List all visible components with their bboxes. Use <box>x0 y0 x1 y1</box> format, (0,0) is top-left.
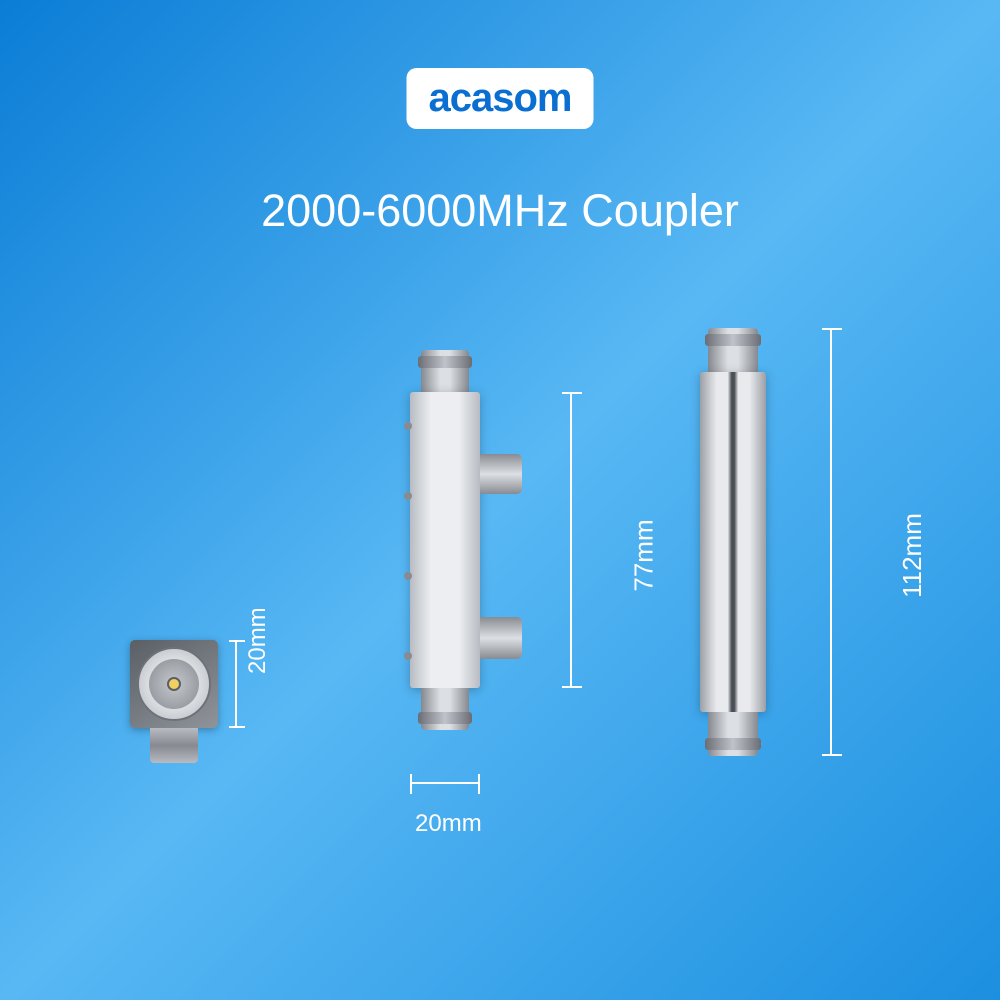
side-port-top <box>480 454 522 494</box>
dimension-label-overall-height: 112mm <box>897 513 928 598</box>
coupler-body-side <box>700 372 766 712</box>
connector-housing <box>130 640 218 728</box>
connector-port-top <box>421 350 469 392</box>
screw-icon <box>404 422 412 430</box>
connector-port <box>150 728 198 763</box>
connector-pin <box>167 677 181 691</box>
connector-port-bottom <box>708 712 758 756</box>
brand-logo-badge: acasom <box>407 68 594 129</box>
brand-logo-text: acasom <box>429 76 572 120</box>
connector-top-view <box>130 640 218 728</box>
dimension-bracket-112mm <box>830 328 832 756</box>
product-infographic: acasom 2000-6000MHz Coupler 20mm 77mm 20… <box>0 0 1000 1000</box>
dimension-bracket-20mm-h <box>410 782 480 784</box>
screw-icon <box>404 492 412 500</box>
side-port-bottom <box>480 617 522 659</box>
coupler-body <box>410 392 480 688</box>
dimension-label-body-width: 20mm <box>415 810 482 838</box>
screw-icon <box>404 652 412 660</box>
dimension-bracket-77mm <box>570 392 572 688</box>
connector-port-top <box>708 328 758 372</box>
product-title: 2000-6000MHz Coupler <box>261 185 739 237</box>
connector-port-bottom <box>421 688 469 730</box>
screw-icon <box>404 572 412 580</box>
dimension-label-top-height: 20mm <box>244 607 272 674</box>
dimension-label-body-height: 77mm <box>629 519 660 591</box>
dimension-bracket-20mm-v <box>235 640 237 728</box>
